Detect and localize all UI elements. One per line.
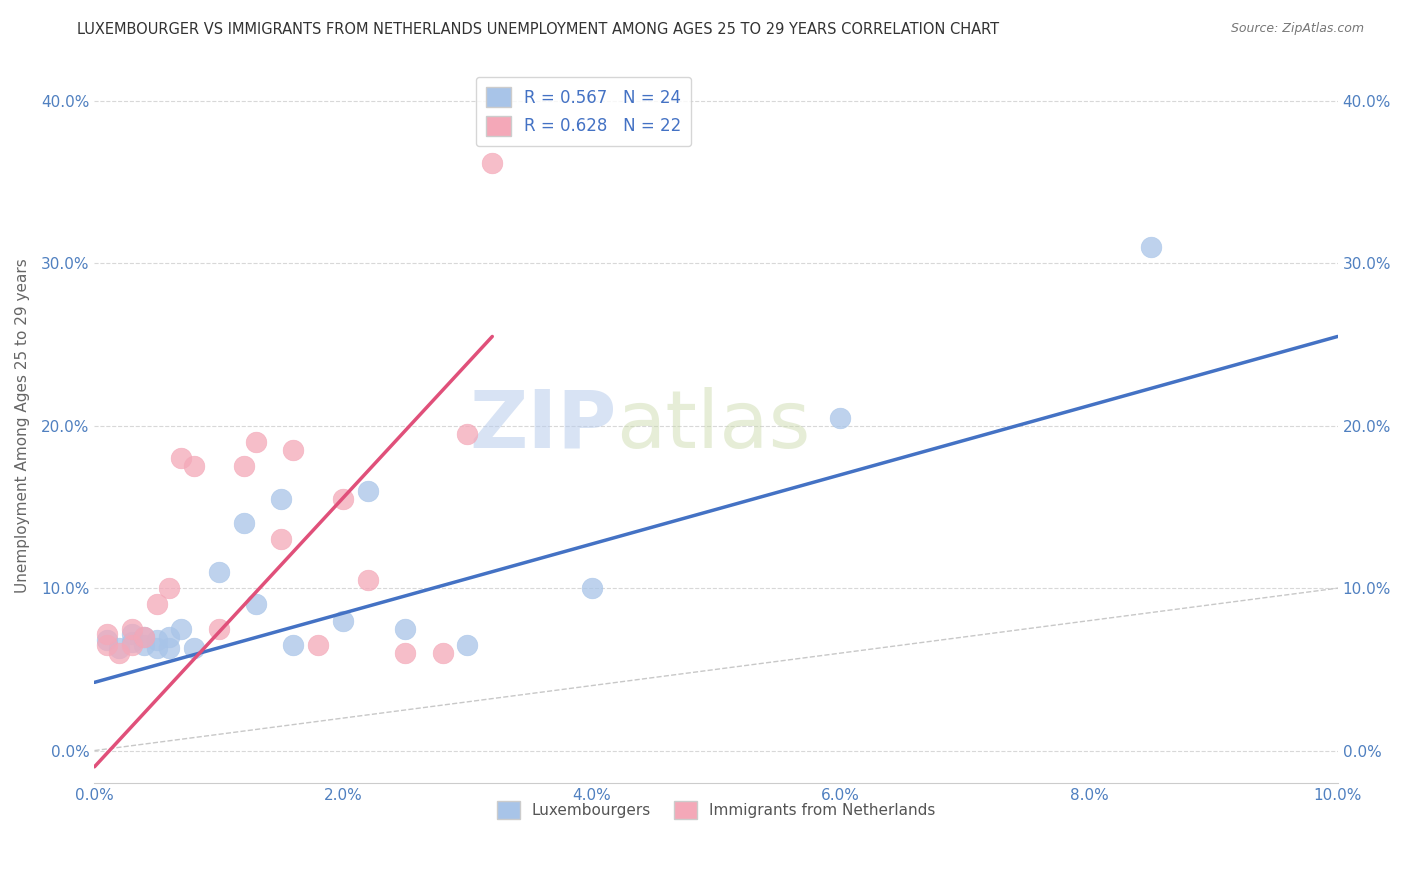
Point — [581, 581, 603, 595]
Point — [145, 598, 167, 612]
Point — [232, 459, 254, 474]
Point — [96, 626, 118, 640]
Point — [432, 646, 454, 660]
Point — [456, 638, 478, 652]
Point — [121, 638, 143, 652]
Point — [183, 459, 205, 474]
Point — [96, 638, 118, 652]
Point — [157, 641, 180, 656]
Point — [332, 491, 354, 506]
Point — [357, 483, 380, 498]
Point — [134, 630, 156, 644]
Point — [394, 646, 416, 660]
Point — [121, 634, 143, 648]
Point — [357, 573, 380, 587]
Point — [208, 622, 231, 636]
Point — [145, 633, 167, 648]
Point — [283, 443, 305, 458]
Text: LUXEMBOURGER VS IMMIGRANTS FROM NETHERLANDS UNEMPLOYMENT AMONG AGES 25 TO 29 YEA: LUXEMBOURGER VS IMMIGRANTS FROM NETHERLA… — [77, 22, 1000, 37]
Point — [270, 491, 292, 506]
Point — [108, 646, 131, 660]
Point — [170, 622, 193, 636]
Point — [332, 614, 354, 628]
Point — [283, 638, 305, 652]
Point — [481, 155, 503, 169]
Point — [183, 641, 205, 656]
Point — [830, 410, 852, 425]
Text: Source: ZipAtlas.com: Source: ZipAtlas.com — [1230, 22, 1364, 36]
Point — [394, 622, 416, 636]
Y-axis label: Unemployment Among Ages 25 to 29 years: Unemployment Among Ages 25 to 29 years — [15, 259, 30, 593]
Point — [134, 638, 156, 652]
Point — [157, 581, 180, 595]
Point — [170, 451, 193, 466]
Text: atlas: atlas — [617, 387, 811, 465]
Point — [232, 516, 254, 531]
Point — [108, 641, 131, 656]
Point — [1140, 240, 1163, 254]
Point — [121, 626, 143, 640]
Point — [245, 435, 267, 450]
Point — [157, 630, 180, 644]
Point — [134, 630, 156, 644]
Point — [121, 622, 143, 636]
Point — [270, 533, 292, 547]
Legend: Luxembourgers, Immigrants from Netherlands: Luxembourgers, Immigrants from Netherlan… — [491, 795, 942, 825]
Point — [307, 638, 329, 652]
Point — [96, 633, 118, 648]
Point — [208, 565, 231, 579]
Point — [145, 641, 167, 656]
Point — [456, 426, 478, 441]
Text: ZIP: ZIP — [470, 387, 617, 465]
Point — [245, 598, 267, 612]
